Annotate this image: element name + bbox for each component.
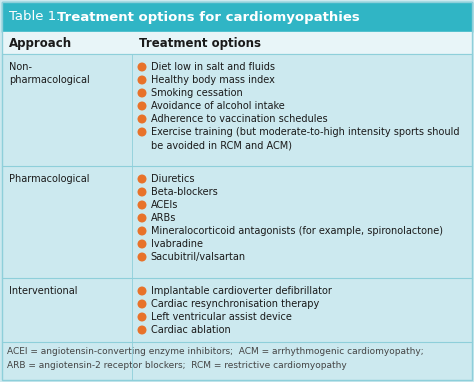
Circle shape: [138, 76, 146, 84]
Text: Pharmacological: Pharmacological: [9, 174, 90, 184]
Text: Sacubitril/valsartan: Sacubitril/valsartan: [151, 252, 246, 262]
Text: Diet low in salt and fluids: Diet low in salt and fluids: [151, 62, 275, 72]
Text: ACEI = angiotensin-converting enzyme inhibitors;  ACM = arrhythmogenic cardiomyo: ACEI = angiotensin-converting enzyme inh…: [7, 348, 424, 356]
Bar: [2, 2, 472, 32]
Bar: [2, 166, 472, 278]
Text: Smoking cessation: Smoking cessation: [151, 88, 243, 98]
Bar: [2, 54, 472, 166]
Circle shape: [138, 253, 146, 261]
Text: Beta-blockers: Beta-blockers: [151, 187, 218, 197]
Text: Table 1.: Table 1.: [9, 10, 64, 24]
Text: Approach: Approach: [9, 37, 72, 50]
Circle shape: [138, 63, 146, 71]
Text: Cardiac ablation: Cardiac ablation: [151, 325, 230, 335]
Text: Ivabradine: Ivabradine: [151, 239, 203, 249]
Circle shape: [138, 287, 146, 295]
Circle shape: [138, 201, 146, 209]
Text: Exercise training (but moderate-to-high intensity sports should: Exercise training (but moderate-to-high …: [151, 127, 459, 137]
Circle shape: [138, 326, 146, 334]
Text: be avoided in RCM and ACM): be avoided in RCM and ACM): [151, 140, 292, 150]
Text: Treatment options: Treatment options: [139, 37, 261, 50]
Text: Mineralocorticoid antagonists (for example, spironolactone): Mineralocorticoid antagonists (for examp…: [151, 226, 443, 236]
Text: Avoidance of alcohol intake: Avoidance of alcohol intake: [151, 101, 284, 111]
Text: Healthy body mass index: Healthy body mass index: [151, 75, 274, 85]
Circle shape: [138, 89, 146, 97]
Text: ARBs: ARBs: [151, 213, 176, 223]
Text: Cardiac resynchronisation therapy: Cardiac resynchronisation therapy: [151, 299, 319, 309]
Text: ACEIs: ACEIs: [151, 200, 178, 210]
Circle shape: [138, 102, 146, 110]
Circle shape: [138, 227, 146, 235]
Bar: [2, 32, 472, 54]
Text: Non-: Non-: [9, 62, 32, 72]
Text: Treatment options for cardiomyopathies: Treatment options for cardiomyopathies: [57, 10, 359, 24]
Circle shape: [138, 188, 146, 196]
Circle shape: [138, 115, 146, 123]
Circle shape: [138, 128, 146, 136]
Bar: [2, 278, 472, 342]
Text: Interventional: Interventional: [9, 286, 78, 296]
Circle shape: [138, 300, 146, 308]
Circle shape: [138, 175, 146, 183]
Circle shape: [138, 313, 146, 321]
Text: Diuretics: Diuretics: [151, 174, 194, 184]
Text: pharmacological: pharmacological: [9, 75, 90, 85]
Circle shape: [138, 240, 146, 248]
Text: Left ventricular assist device: Left ventricular assist device: [151, 312, 292, 322]
Text: ARB = angiotensin-2 receptor blockers;  RCM = restrictive cardiomyopathy: ARB = angiotensin-2 receptor blockers; R…: [7, 361, 347, 369]
Text: Adherence to vaccination schedules: Adherence to vaccination schedules: [151, 114, 328, 124]
Text: Implantable cardioverter defibrillator: Implantable cardioverter defibrillator: [151, 286, 332, 296]
Bar: [2, 342, 472, 380]
Circle shape: [138, 214, 146, 222]
